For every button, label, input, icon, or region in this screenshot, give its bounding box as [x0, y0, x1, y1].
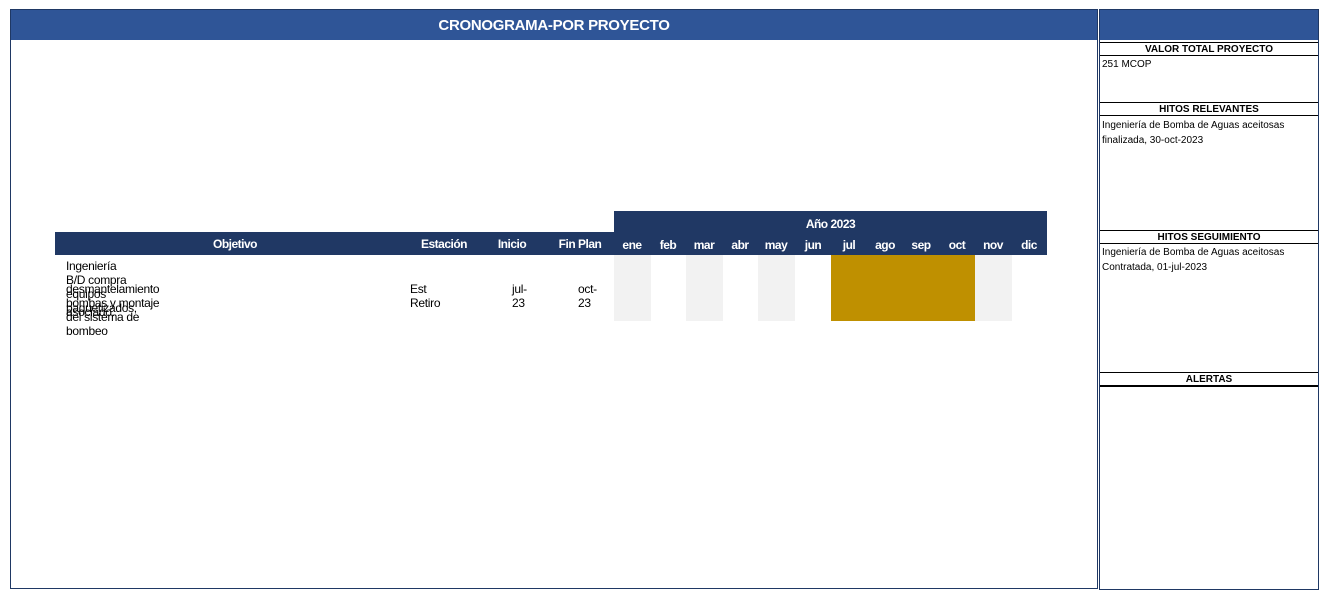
- alertas-label: ALERTAS: [1100, 372, 1318, 386]
- month-label-abr: abr: [731, 238, 749, 252]
- hitos-relevantes-line-2: finalizada, 30-oct-2023: [1102, 135, 1204, 146]
- gantt-bar-jul: [831, 255, 868, 321]
- gantt-bar-oct: [939, 255, 976, 321]
- month-label-jul: jul: [842, 238, 856, 252]
- month-cell-may: [758, 255, 795, 321]
- month-cell-abr: [722, 255, 759, 321]
- month-cell-mar: [686, 255, 723, 321]
- month-label-jun: jun: [804, 238, 822, 252]
- month-header-band: [614, 236, 1047, 255]
- objetivo-line-2: desmantelamiento bombas y montaje del si…: [66, 282, 160, 338]
- gantt-bar-ago: [867, 255, 904, 321]
- month-label-dic: dic: [1021, 238, 1037, 252]
- schedule-panel: CRONOGRAMA-POR PROYECTO: [10, 9, 1098, 589]
- hitos-seguimiento-line-2: Contratada, 01-jul-2023: [1102, 262, 1208, 273]
- header-objetivo: Objetivo: [212, 236, 258, 251]
- hitos-relevantes-label: HITOS RELEVANTES: [1100, 102, 1318, 116]
- hitos-relevantes-line-1: Ingeniería de Bomba de Aguas aceitosas: [1102, 120, 1285, 131]
- month-cell-ene: [614, 255, 651, 321]
- header-estacion: Estación: [420, 236, 468, 251]
- month-cell-dic: [1011, 255, 1048, 321]
- fin-plan-value: oct-23: [578, 282, 597, 310]
- column-header-band: [55, 232, 614, 255]
- month-label-ago: ago: [875, 238, 895, 252]
- page-title: CRONOGRAMA-POR PROYECTO: [11, 10, 1097, 40]
- month-cell-feb: [650, 255, 687, 321]
- month-cell-jun: [795, 255, 832, 321]
- summary-panel: VALOR TOTAL PROYECTO 251 MCOP HITOS RELE…: [1099, 9, 1319, 590]
- objetivo-line-1: Ingeniería B/D compra equipos paquetizad…: [66, 259, 137, 315]
- month-label-nov: nov: [983, 238, 1003, 252]
- hitos-seguimiento-line-1: Ingeniería de Bomba de Aguas aceitosas: [1102, 247, 1285, 258]
- month-label-ene: ene: [622, 238, 642, 252]
- header-inicio: Inicio: [497, 236, 527, 251]
- header-fin-plan: Fin Plan: [558, 236, 602, 251]
- hitos-relevantes-text: Ingeniería de Bomba de Aguas aceitosas f…: [1102, 118, 1316, 148]
- month-label-feb: feb: [659, 238, 677, 252]
- valor-total-label: VALOR TOTAL PROYECTO: [1100, 42, 1318, 56]
- hitos-seguimiento-label: HITOS SEGUIMIENTO: [1100, 230, 1318, 244]
- month-label-oct: oct: [948, 238, 966, 252]
- month-label-may: may: [764, 238, 788, 252]
- objetivo-line-3: asociado.: [66, 305, 115, 319]
- month-cell-nov: [975, 255, 1012, 321]
- month-label-mar: mar: [693, 238, 715, 252]
- inicio-value: jul-23: [512, 282, 527, 310]
- gantt-bar-sep: [903, 255, 940, 321]
- valor-total-value: 251 MCOP: [1102, 59, 1152, 70]
- year-header: Año 2023: [614, 211, 1047, 236]
- alertas-divider: [1100, 386, 1318, 387]
- estacion-value: Est Retiro: [410, 282, 441, 310]
- month-label-sep: sep: [911, 238, 931, 252]
- hitos-seguimiento-text: Ingeniería de Bomba de Aguas aceitosas C…: [1102, 245, 1316, 275]
- summary-header-bar: [1100, 10, 1318, 40]
